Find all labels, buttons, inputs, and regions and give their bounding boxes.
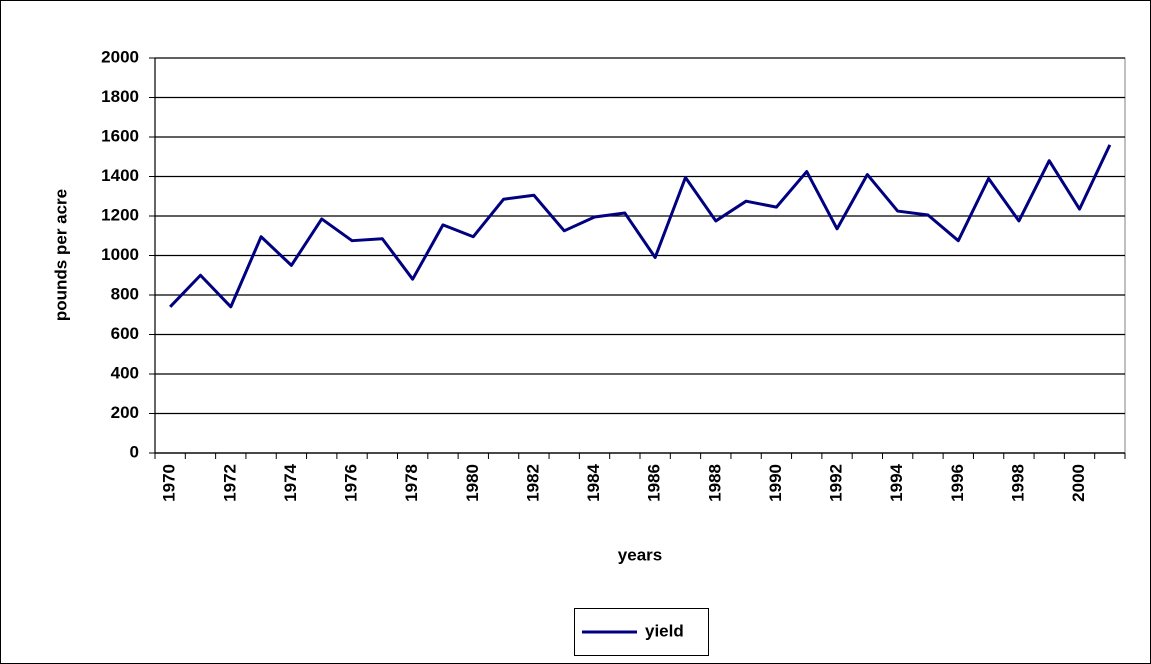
y-tick-label: 1000	[101, 245, 139, 264]
y-tick-label: 1400	[101, 166, 139, 185]
x-tick-label: 1996	[948, 464, 967, 502]
x-tick-label: 1984	[584, 463, 603, 501]
y-tick-label: 1200	[101, 205, 139, 224]
y-tick-label: 1600	[101, 126, 139, 145]
x-tick-label: 1970	[160, 464, 179, 502]
x-tick-label: 1992	[827, 464, 846, 502]
x-tick-label: 1990	[766, 464, 785, 502]
y-tick-label: 0	[130, 442, 139, 461]
x-tick-label: 1988	[705, 464, 724, 502]
x-tick-label: 1974	[281, 463, 300, 501]
y-tick-label: 200	[111, 403, 139, 422]
x-tick-label: 1972	[220, 464, 239, 502]
y-tick-label: 1800	[101, 87, 139, 106]
x-tick-label: 2000	[1069, 464, 1088, 502]
x-tick-label: 1976	[342, 464, 361, 502]
x-tick-label: 1980	[463, 464, 482, 502]
y-tick-label: 400	[111, 363, 139, 382]
y-tick-label: 600	[111, 324, 139, 343]
data-line	[169, 144, 1112, 309]
x-tick-label: 1982	[523, 464, 542, 502]
legend-label: yield	[645, 621, 684, 640]
x-tick-label: 1978	[402, 464, 421, 502]
y-tick-label: 800	[111, 284, 139, 303]
y-tick-label: 2000	[101, 47, 139, 66]
y-axis-title: pounds per acre	[51, 189, 70, 321]
x-tick-label: 1986	[645, 464, 664, 502]
x-tick-label: 1998	[1008, 464, 1027, 502]
x-axis-title: years	[618, 545, 662, 564]
x-tick-label: 1994	[887, 463, 906, 501]
